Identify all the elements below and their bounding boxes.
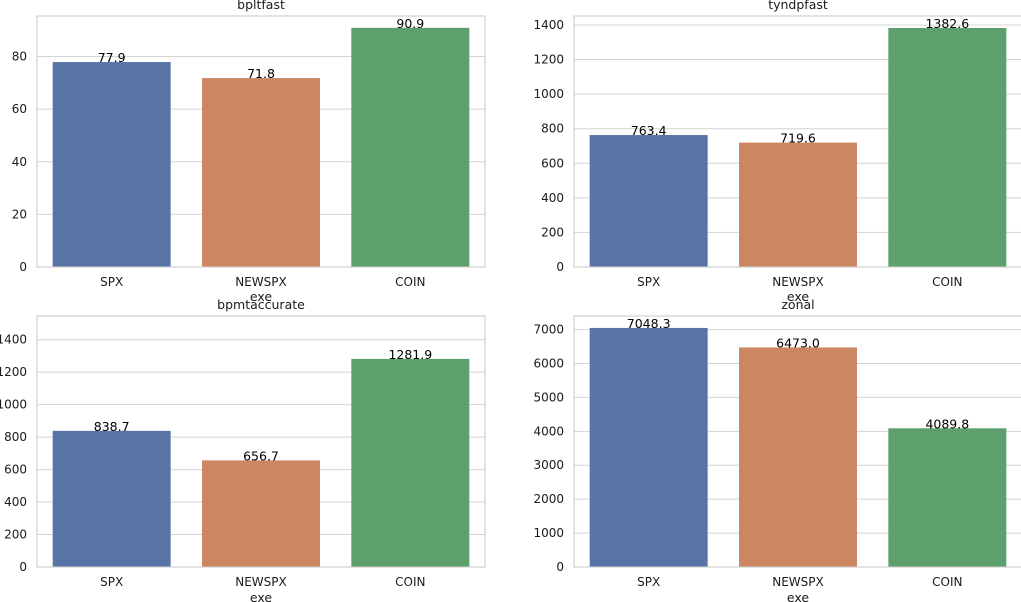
y-tick-label: 200 (541, 225, 564, 239)
y-tick-label: 1200 (0, 365, 27, 379)
bar-spx[interactable] (589, 327, 708, 567)
y-tick-label: 800 (4, 430, 27, 444)
bar-coin[interactable] (888, 428, 1007, 567)
data-label: 77.9 (98, 50, 126, 65)
x-tick-label: SPX (637, 275, 660, 289)
subplot-tyndpfast: 0 200 400 600 800 1000 1200 1400 763.4 SPX 719.6 NE… (533, 0, 1021, 304)
y-tick-label: 40 (12, 155, 27, 169)
y-tick-label: 1200 (533, 53, 564, 67)
bar-coin[interactable] (351, 358, 470, 567)
plot-frame (573, 315, 1021, 568)
bar-coin[interactable] (351, 27, 470, 267)
y-tick-label: 5000 (533, 390, 564, 404)
y-tick-label: 6000 (533, 356, 564, 370)
y-tick-label: 400 (4, 495, 27, 509)
chart-title: bpmtaccurate (217, 297, 305, 312)
x-tick-label: NEWSPX (772, 275, 824, 289)
x-tick-label: COIN (932, 275, 962, 289)
chart-title: tyndpfast (768, 0, 828, 12)
bar-spx[interactable] (52, 430, 171, 567)
x-tick-label: SPX (100, 275, 123, 289)
y-tick-label: 4000 (533, 424, 564, 438)
y-tick-label: 400 (541, 191, 564, 205)
x-tick-label: NEWSPX (235, 275, 287, 289)
y-tick-label: 2000 (533, 492, 564, 506)
y-tick-label: 800 (541, 122, 564, 136)
chart-title: zonal (781, 297, 814, 312)
x-tick-label: SPX (100, 575, 123, 589)
y-tick-label: 0 (556, 560, 564, 574)
x-tick-label: NEWSPX (772, 575, 824, 589)
plot-frame (36, 15, 486, 268)
data-label: 71.8 (247, 66, 275, 81)
y-tick-label: 7000 (533, 323, 564, 337)
bar-coin[interactable] (888, 27, 1007, 268)
bar-newspx[interactable] (739, 347, 857, 567)
y-tick-label: 60 (12, 102, 27, 116)
data-label: 656.7 (243, 448, 279, 463)
data-label: 1281.9 (388, 347, 432, 362)
chart-title: bpltfast (237, 0, 285, 12)
x-tick-label: COIN (932, 575, 962, 589)
x-axis-label: exe (250, 590, 272, 602)
y-tick-label: 1400 (533, 18, 564, 32)
x-tick-label: NEWSPX (235, 575, 287, 589)
y-tick-label: 20 (12, 207, 27, 221)
bar-newspx[interactable] (739, 142, 857, 267)
data-label: 6473.0 (776, 335, 820, 350)
x-tick-label: COIN (395, 275, 425, 289)
data-label: 4089.8 (925, 416, 969, 431)
plot-frame (573, 15, 1021, 268)
y-tick-label: 1000 (533, 526, 564, 540)
bar-spx[interactable] (52, 62, 171, 268)
y-tick-label: 1000 (533, 87, 564, 101)
y-tick-label: 0 (556, 260, 564, 274)
y-tick-label: 600 (541, 156, 564, 170)
x-tick-label: SPX (637, 575, 660, 589)
x-tick-label: COIN (395, 575, 425, 589)
data-label: 763.4 (631, 123, 667, 138)
x-axis-label: exe (787, 590, 809, 602)
data-label: 838.7 (94, 419, 130, 434)
y-tick-label: 3000 (533, 458, 564, 472)
y-tick-label: 0 (19, 260, 27, 274)
bar-newspx[interactable] (202, 78, 320, 267)
x-axis-label: exe (250, 289, 272, 304)
data-label: 719.6 (780, 131, 816, 146)
y-tick-label: 600 (4, 463, 27, 477)
y-tick-label: 1000 (0, 398, 27, 412)
data-label: 90.9 (396, 16, 424, 31)
x-axis-label: exe (787, 289, 809, 304)
y-tick-label: 0 (19, 560, 27, 574)
bar-newspx[interactable] (202, 460, 320, 567)
data-label: 1382.6 (925, 16, 969, 31)
bar-spx[interactable] (589, 135, 708, 267)
subplot-bpmtaccurate: 0 200 400 600 800 1000 1200 1400 838.7 SPX 656.7 NE… (0, 297, 486, 602)
y-tick-label: 80 (12, 50, 27, 64)
subplot-bpltfast: 0 20 40 60 80 77.9 SPX 71.8 NEWSPX 90.9 COIN bpltfa… (12, 0, 486, 304)
y-tick-label: 200 (4, 528, 27, 542)
plot-frame (36, 315, 486, 568)
subplot-zonal: 0 1000 2000 3000 4000 5000 6000 7000 7048.3 SPX 64… (533, 297, 1021, 602)
y-tick-label: 1400 (0, 333, 27, 347)
data-label: 7048.3 (627, 316, 671, 331)
